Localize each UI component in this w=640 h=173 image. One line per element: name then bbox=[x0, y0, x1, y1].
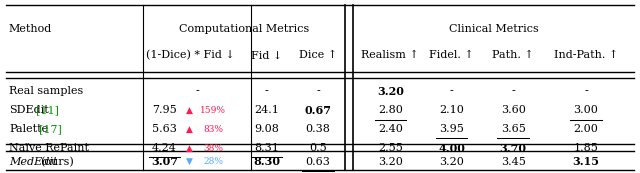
Text: 159%: 159% bbox=[200, 106, 227, 115]
Text: MedEdit: MedEdit bbox=[9, 157, 58, 167]
Text: 0.5: 0.5 bbox=[309, 143, 327, 153]
Text: Palette: Palette bbox=[9, 124, 48, 134]
Text: 0.63: 0.63 bbox=[306, 157, 330, 167]
Text: 0.38: 0.38 bbox=[306, 124, 330, 134]
Text: [17]: [17] bbox=[40, 124, 62, 134]
Text: 38%: 38% bbox=[204, 144, 223, 153]
Text: [11]: [11] bbox=[36, 105, 59, 115]
Text: Path. ↑: Path. ↑ bbox=[492, 50, 534, 60]
Text: Computational Metrics: Computational Metrics bbox=[179, 24, 309, 34]
Text: Ind-Path. ↑: Ind-Path. ↑ bbox=[554, 50, 618, 60]
Text: -: - bbox=[450, 86, 454, 97]
Text: -: - bbox=[316, 86, 320, 97]
Text: 4.00: 4.00 bbox=[438, 143, 465, 154]
Text: -: - bbox=[265, 86, 269, 97]
Text: ▲: ▲ bbox=[186, 106, 193, 115]
Text: 0.67: 0.67 bbox=[305, 105, 332, 116]
Text: Realism ↑: Realism ↑ bbox=[362, 50, 419, 60]
Text: ▼: ▼ bbox=[186, 157, 193, 166]
Text: 1.85: 1.85 bbox=[573, 143, 598, 153]
Text: 2.55: 2.55 bbox=[378, 143, 403, 153]
Text: 28%: 28% bbox=[204, 157, 223, 166]
Text: 3.60: 3.60 bbox=[500, 105, 525, 115]
Text: ▲: ▲ bbox=[186, 144, 193, 153]
Text: -: - bbox=[195, 86, 199, 97]
Text: 3.20: 3.20 bbox=[439, 157, 464, 167]
Text: Method: Method bbox=[9, 24, 52, 34]
Text: 83%: 83% bbox=[204, 125, 223, 134]
Text: 8.31: 8.31 bbox=[254, 143, 279, 153]
Text: 2.80: 2.80 bbox=[378, 105, 403, 115]
Text: 7.95: 7.95 bbox=[152, 105, 177, 115]
Text: 4.24: 4.24 bbox=[152, 143, 177, 153]
Text: 24.1: 24.1 bbox=[254, 105, 279, 115]
Text: 5.63: 5.63 bbox=[152, 124, 177, 134]
Text: 3.45: 3.45 bbox=[500, 157, 525, 167]
Text: 3.15: 3.15 bbox=[572, 156, 600, 167]
Text: 3.70: 3.70 bbox=[500, 143, 527, 154]
Text: Fid ↓: Fid ↓ bbox=[251, 50, 282, 60]
Text: 9.08: 9.08 bbox=[254, 124, 279, 134]
Text: Dice ↑: Dice ↑ bbox=[299, 50, 337, 60]
Text: (ours): (ours) bbox=[40, 157, 74, 167]
Text: (1-Dice) * Fid ↓: (1-Dice) * Fid ↓ bbox=[147, 50, 235, 61]
Text: 2.40: 2.40 bbox=[378, 124, 403, 134]
Text: 3.95: 3.95 bbox=[439, 124, 464, 134]
Text: SDEdit: SDEdit bbox=[9, 105, 49, 115]
Text: Clinical Metrics: Clinical Metrics bbox=[449, 24, 538, 34]
Text: 3.00: 3.00 bbox=[573, 105, 598, 115]
Text: -: - bbox=[584, 86, 588, 97]
Text: -: - bbox=[511, 86, 515, 97]
Text: Real samples: Real samples bbox=[9, 86, 83, 97]
Text: 2.00: 2.00 bbox=[573, 124, 598, 134]
Text: 2.10: 2.10 bbox=[439, 105, 464, 115]
Text: Naïve RePaint: Naïve RePaint bbox=[9, 143, 89, 153]
Text: 3.20: 3.20 bbox=[378, 157, 403, 167]
Text: 8.30: 8.30 bbox=[253, 156, 280, 167]
Text: 3.07: 3.07 bbox=[151, 156, 178, 167]
Text: ▲: ▲ bbox=[186, 125, 193, 134]
Text: 3.20: 3.20 bbox=[377, 86, 404, 97]
Text: Fidel. ↑: Fidel. ↑ bbox=[429, 50, 474, 60]
Text: 3.65: 3.65 bbox=[500, 124, 525, 134]
